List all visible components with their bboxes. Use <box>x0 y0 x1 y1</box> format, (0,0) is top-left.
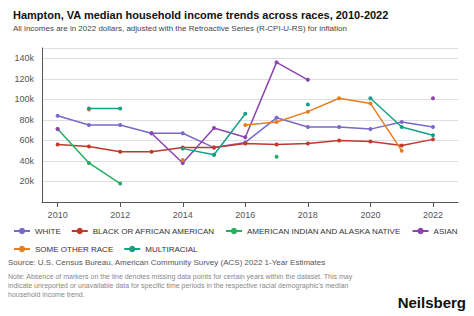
svg-text:All incomes are in 2022 dollar: All incomes are in 2022 dollars, adjuste… <box>13 24 347 33</box>
svg-text:20k: 20k <box>19 176 34 186</box>
svg-text:120k: 120k <box>14 74 34 84</box>
svg-text:2012: 2012 <box>110 210 130 220</box>
svg-text:2022: 2022 <box>423 210 443 220</box>
svg-text:MULTIRACIAL: MULTIRACIAL <box>145 245 198 254</box>
svg-text:2018: 2018 <box>298 210 318 220</box>
svg-text:WHITE: WHITE <box>35 227 61 236</box>
svg-text:60k: 60k <box>19 135 34 145</box>
svg-text:2010: 2010 <box>48 210 68 220</box>
svg-text:Source: U.S. Census Bureau, Am: Source: U.S. Census Bureau, American Com… <box>8 258 325 267</box>
svg-text:40k: 40k <box>19 156 34 166</box>
svg-text:2016: 2016 <box>235 210 255 220</box>
svg-text:household income trend.: household income trend. <box>8 291 85 298</box>
svg-text:indicate unreported or unavail: indicate unreported or unavailable data … <box>8 282 350 290</box>
svg-text:Note: Absence of markers on th: Note: Absence of markers on the line den… <box>8 273 354 281</box>
svg-text:80k: 80k <box>19 115 34 125</box>
svg-text:140k: 140k <box>14 53 34 63</box>
svg-text:100k: 100k <box>14 94 34 104</box>
svg-text:SOME OTHER RACE: SOME OTHER RACE <box>35 245 113 254</box>
svg-text:2020: 2020 <box>360 210 380 220</box>
svg-text:2014: 2014 <box>173 210 193 220</box>
svg-text:Hampton, VA median household i: Hampton, VA median household income tren… <box>13 9 388 21</box>
svg-text:AMERICAN INDIAN AND ALASKA NAT: AMERICAN INDIAN AND ALASKA NATIVE <box>247 227 400 236</box>
svg-text:Neilsberg: Neilsberg <box>398 294 466 311</box>
svg-text:BLACK OR AFRICAN AMERICAN: BLACK OR AFRICAN AMERICAN <box>93 227 215 236</box>
svg-text:ASIAN: ASIAN <box>434 227 458 236</box>
